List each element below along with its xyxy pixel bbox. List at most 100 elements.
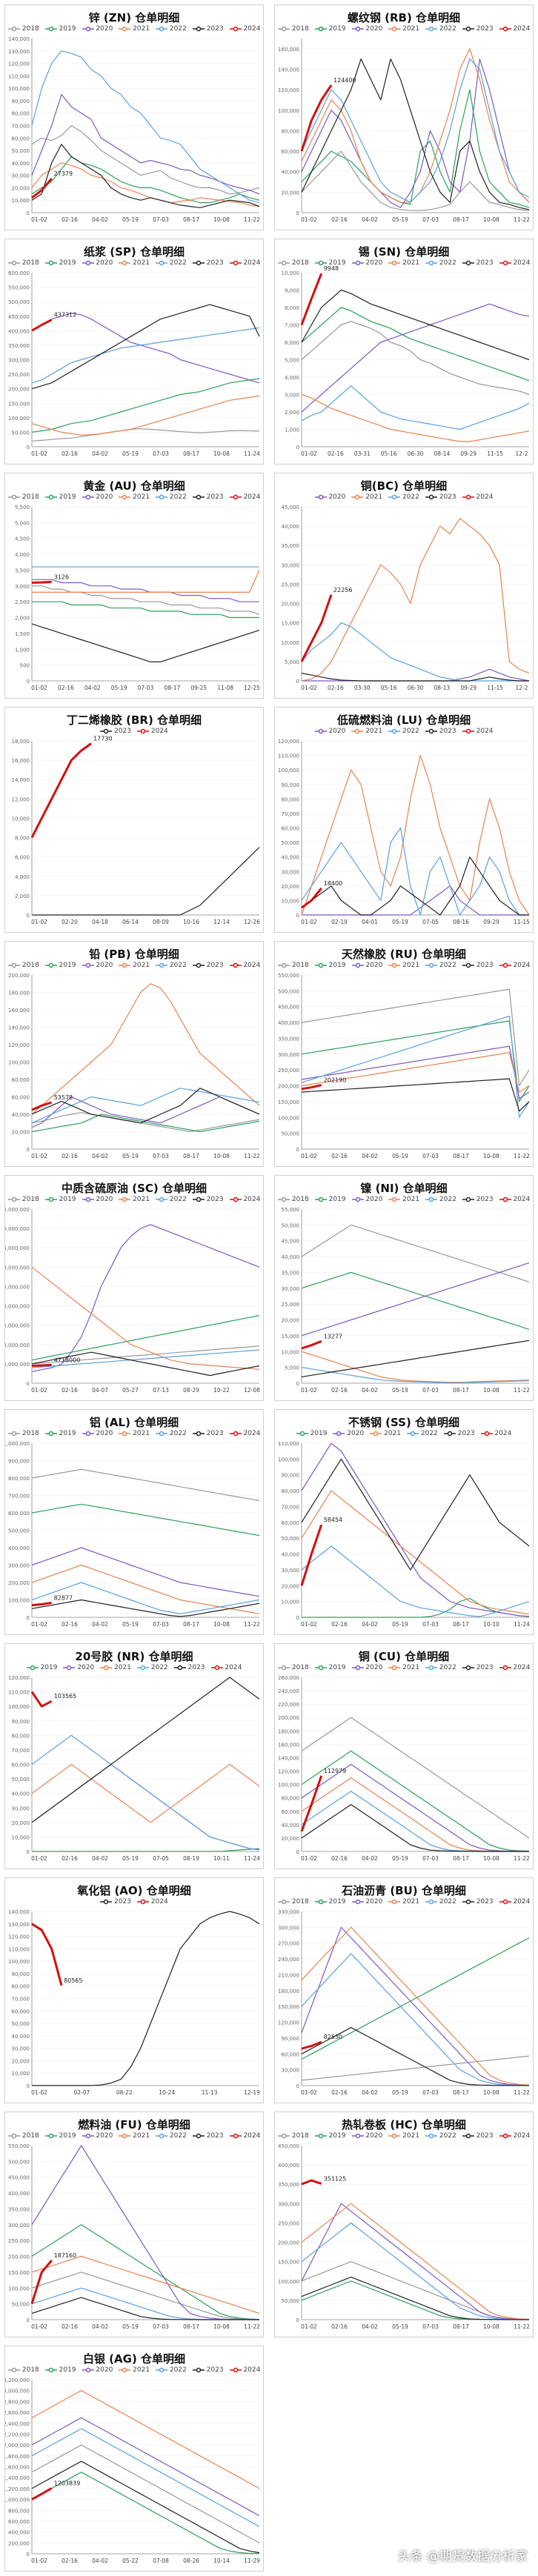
legend-label: 2019	[56, 2132, 76, 2140]
legend-marker	[122, 494, 127, 499]
legend-marker	[465, 1197, 471, 1202]
chart-legend: 2020 2021 2022 2023 2024	[275, 493, 533, 501]
series-line-2021	[301, 393, 530, 442]
y-tick-label: 500,000	[8, 1528, 30, 1534]
y-tick-label: 9,000	[285, 288, 299, 294]
legend-item: 2022	[156, 2366, 187, 2374]
legend-item: 2020	[82, 1196, 113, 1203]
legend-marker	[233, 1197, 238, 1202]
legend-marker	[233, 26, 238, 31]
legend-swatch	[314, 962, 327, 968]
legend-label: 2020	[75, 1664, 95, 1671]
chart-title: 石油沥青 (BU) 仓单明细	[342, 1884, 466, 1897]
y-tick-label: 50,000	[282, 840, 300, 846]
legend-item: 2019	[314, 259, 346, 267]
legend-item: 2021	[351, 728, 382, 735]
legend-marker	[11, 2367, 17, 2372]
legend-item: 2020	[351, 2132, 382, 2140]
x-tick-label: 10-24	[159, 2089, 175, 2096]
legend-label: 2019	[326, 962, 346, 969]
legend-label: 2021	[400, 1898, 420, 1906]
y-tick-label: 5,500	[15, 505, 30, 510]
x-tick-label: 08-17	[183, 1621, 199, 1628]
legend-label: 2023	[204, 493, 224, 501]
y-tick-label: 100,000	[278, 2279, 299, 2285]
legend-swatch	[229, 2367, 242, 2372]
legend-marker	[122, 1197, 127, 1202]
x-tick-label: 01-02	[301, 2089, 317, 2096]
series-line-2021	[31, 2390, 260, 2489]
legend-marker	[318, 26, 324, 31]
series-line-2020	[31, 1096, 260, 1128]
legend-label: 2020	[345, 1430, 365, 1437]
series-line-2020	[32, 579, 259, 602]
legend-label: 2021	[130, 493, 150, 501]
legend-marker	[502, 2133, 508, 2138]
y-tick-label: 20,000	[282, 884, 300, 890]
legend-swatch	[425, 1899, 438, 1904]
y-tick-label: 120,000	[278, 1769, 299, 1775]
series-line-2022	[31, 1734, 260, 1851]
legend-item: 2023	[100, 1898, 131, 1906]
legend-marker	[11, 1197, 17, 1202]
legend-item: 2021	[388, 25, 419, 33]
y-tick-label: 25,000	[282, 1302, 300, 1308]
chart-legend: 2018 2019 2020 2021 2022 2023 2024	[275, 259, 533, 267]
legend-label: 2022	[437, 962, 456, 969]
y-tick-label: 500,000	[8, 299, 30, 305]
legend-marker	[159, 2133, 165, 2138]
legend-item: 2021	[119, 493, 150, 501]
legend-label: 2021	[130, 1196, 150, 1203]
legend-swatch	[8, 260, 20, 265]
legend-label: 2022	[437, 1664, 456, 1671]
y-tick-label: 0	[27, 1615, 30, 1621]
x-tick-label: 11-15	[514, 919, 530, 925]
series-line-2021	[31, 1763, 260, 1823]
legend-swatch	[137, 1899, 149, 1904]
y-tick-label: 20,000,000	[5, 1304, 30, 1310]
legend-swatch	[156, 1197, 168, 1202]
series-line-2021	[31, 1564, 260, 1614]
y-tick-label: 10,000	[12, 2071, 30, 2077]
series-line-2023	[31, 1351, 260, 1377]
series-line-2022	[301, 2222, 530, 2320]
y-tick-label: 90,000	[282, 782, 300, 788]
legend-item: 2021	[119, 1430, 150, 1437]
legend-item: 2018	[278, 2132, 309, 2140]
x-tick-label: 12-19	[244, 2089, 260, 2096]
legend-swatch	[156, 494, 168, 499]
legend-marker	[391, 494, 397, 499]
y-tick-label: 50,000	[282, 2298, 300, 2304]
legend-label: 2020	[93, 962, 113, 969]
series-line-2021	[301, 1351, 530, 1383]
legend-swatch	[119, 1431, 131, 1436]
y-tick-label: 210,000	[278, 1972, 299, 1978]
y-tick-label: 350,000	[8, 343, 30, 349]
chart-panel: 0 50,000 100,000 150,000 200,000 250,000 300,0…	[4, 2111, 264, 2337]
series-line-2020	[31, 313, 260, 384]
legend-item: 2024	[137, 1898, 168, 1906]
y-tick-label: 800,000	[8, 1476, 30, 1482]
legend-label: 2020	[363, 1196, 383, 1203]
y-tick-label: 3,200,000	[5, 2377, 30, 2383]
legend-marker	[502, 962, 508, 968]
y-tick-label: 45,000	[282, 1239, 300, 1245]
legend-item: 2021	[388, 1664, 419, 1671]
x-tick-label: 02-16	[62, 2323, 78, 2330]
x-tick-label: 04-02	[84, 685, 101, 691]
series-line-2019	[32, 1848, 260, 1852]
legend-item: 2020	[351, 1898, 382, 1906]
y-tick-label: 550,000	[278, 973, 299, 979]
series-line-2020	[301, 1262, 530, 1337]
y-tick-label: 50,000	[282, 1131, 300, 1137]
legend-label: 2022	[437, 1898, 456, 1906]
latest-value-label: 4718000	[54, 1357, 81, 1363]
legend-marker	[159, 962, 165, 968]
x-tick-label: 10-08	[483, 216, 499, 223]
y-tick-label: 120,000	[8, 1042, 30, 1048]
legend-item: 2020	[82, 25, 113, 33]
series-line-2021	[32, 570, 260, 593]
x-tick-label: 02-07	[74, 2089, 90, 2096]
legend-item: 2024	[137, 728, 168, 735]
y-tick-label: 600,000	[8, 2519, 30, 2525]
